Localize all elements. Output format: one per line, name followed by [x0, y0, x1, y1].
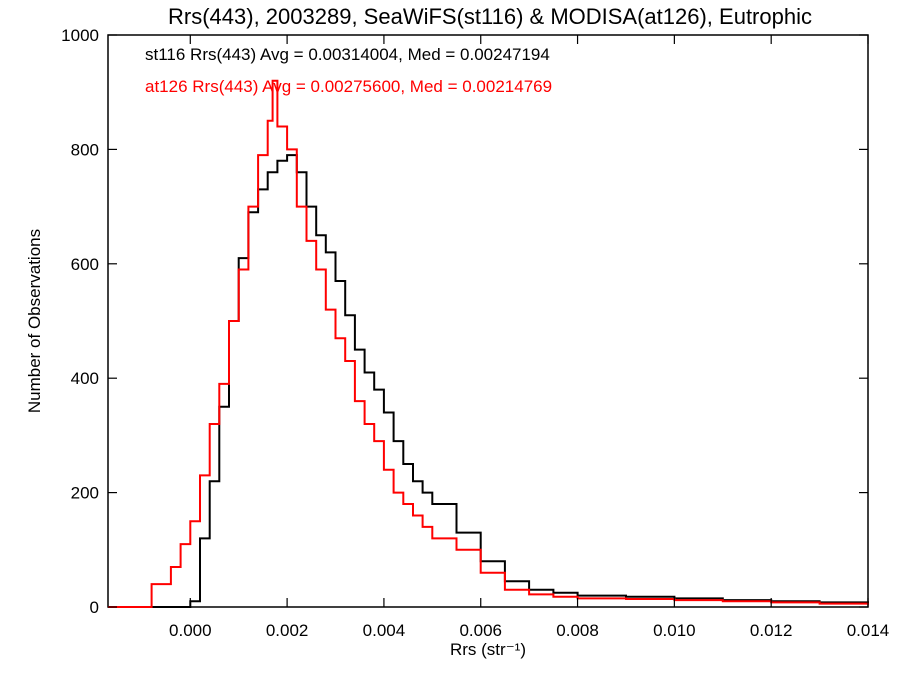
series-st116-line	[108, 154, 869, 608]
x-tick-label: 0.006	[459, 621, 502, 640]
y-tick-label: 800	[71, 140, 99, 159]
x-tick-label: 0.012	[750, 621, 793, 640]
chart-title: Rrs(443), 2003289, SeaWiFS(st116) & MODI…	[168, 4, 812, 29]
x-tick-label: 0.008	[556, 621, 599, 640]
plot-frame	[107, 34, 869, 608]
annotation-at126: at126 Rrs(443) Avg = 0.00275600, Med = 0…	[145, 77, 552, 96]
x-tick-label: 0.000	[169, 621, 212, 640]
y-tick-label: 0	[90, 598, 99, 617]
x-tick-label: 0.004	[363, 621, 406, 640]
y-axis-label: Number of Observations	[25, 229, 44, 413]
y-tick-label: 1000	[61, 26, 99, 45]
ticks-layer: 0.000 0.002 0.004 0.006 0.008 0.010 0.012 0.014…	[61, 26, 889, 640]
x-tick-label: 0.010	[653, 621, 696, 640]
series-layer	[108, 79, 869, 608]
y-tick-label: 200	[71, 484, 99, 503]
annotation-st116: st116 Rrs(443) Avg = 0.00314004, Med = 0…	[145, 45, 550, 64]
y-tick-label: 600	[71, 255, 99, 274]
x-axis-label: Rrs (str⁻¹)	[450, 640, 526, 659]
x-tick-label: 0.002	[266, 621, 309, 640]
x-tick-label: 0.014	[847, 621, 890, 640]
y-tick-label: 400	[71, 369, 99, 388]
series-at126-line	[108, 79, 869, 608]
